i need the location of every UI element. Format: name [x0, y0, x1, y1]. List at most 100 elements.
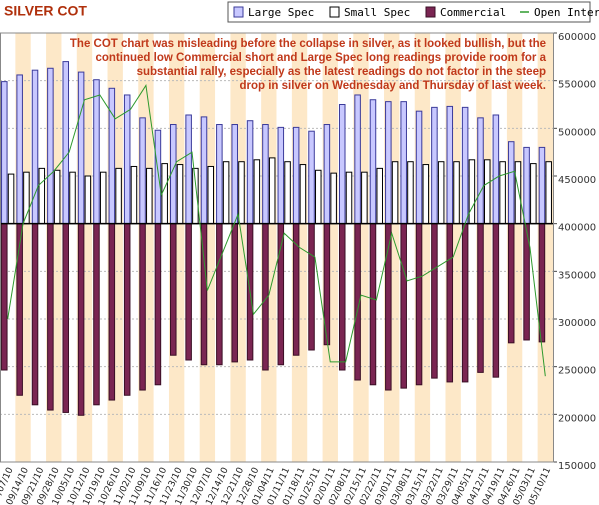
bar [345, 171, 353, 225]
bar [477, 223, 484, 373]
bar [545, 161, 552, 225]
bar [323, 124, 331, 225]
bar [330, 172, 337, 225]
bar [99, 171, 107, 225]
bar [253, 159, 261, 225]
bar [108, 87, 116, 225]
bar [446, 105, 454, 225]
bar [185, 114, 192, 225]
bar [499, 161, 506, 225]
bar [369, 99, 377, 225]
bar [415, 223, 423, 386]
bar [238, 161, 245, 225]
y-tick-label: 400000 [558, 223, 596, 234]
bar [154, 129, 162, 225]
bar [200, 116, 208, 225]
bar [385, 101, 392, 225]
plot-frame [0, 32, 554, 463]
bar [315, 169, 322, 225]
bar [299, 164, 307, 225]
bar [492, 223, 500, 378]
bar [361, 171, 368, 225]
annotation: substantial rally, especially as the lat… [137, 66, 546, 78]
legend-swatch [233, 6, 244, 18]
band-shade [506, 33, 523, 462]
bar [268, 157, 276, 225]
bar [77, 223, 85, 416]
bar [407, 161, 414, 225]
bar [400, 223, 407, 389]
bar [292, 126, 300, 225]
annotation: drop in silver on Wednesday and Thursday… [239, 80, 546, 92]
bar [139, 223, 146, 391]
bar [170, 223, 177, 356]
bar [538, 223, 546, 343]
annotation: continued low Commercial short and Large… [96, 52, 547, 64]
band-shade [537, 33, 553, 462]
bar [461, 223, 469, 383]
y-tick-label: 550000 [558, 80, 596, 91]
bar [146, 167, 153, 225]
bar [123, 223, 131, 396]
bar [176, 164, 184, 225]
bar [53, 169, 61, 225]
y-tick-label: 500000 [558, 127, 596, 138]
bar [415, 110, 423, 225]
bar [483, 159, 491, 225]
bar [62, 223, 70, 413]
bar [461, 106, 469, 225]
bar [123, 94, 131, 225]
bar [262, 124, 269, 225]
bar [216, 124, 223, 225]
bar [38, 167, 46, 225]
bar [277, 126, 285, 225]
bar [1, 223, 8, 371]
bar [139, 117, 146, 225]
bar [468, 159, 476, 225]
bar [47, 223, 54, 411]
bar [338, 223, 346, 371]
legend-box [227, 1, 591, 23]
bar [400, 101, 407, 225]
bar [422, 164, 430, 225]
bar [130, 165, 138, 225]
bar [538, 146, 546, 225]
y-tick-label: 150000 [558, 461, 596, 472]
bar [308, 130, 315, 225]
bar [523, 146, 530, 225]
bar [69, 171, 76, 225]
bar [477, 117, 484, 225]
legend-label: Open Interest [534, 6, 599, 19]
bar [108, 223, 116, 401]
bar [161, 163, 168, 225]
bar [77, 71, 85, 225]
y-tick-label: 200000 [558, 413, 596, 424]
bar [431, 106, 438, 225]
open-interest-line [7, 84, 546, 377]
y-tick-label: 600000 [558, 32, 596, 43]
bar [231, 124, 238, 225]
bar [1, 81, 8, 225]
bar [338, 104, 346, 225]
bar [231, 223, 238, 363]
bar [530, 163, 537, 225]
legend-label: Commercial [440, 6, 506, 19]
bar [16, 74, 23, 225]
bar [16, 223, 23, 396]
bar [292, 223, 300, 356]
legend-swatch [329, 6, 340, 18]
y-tick-label: 350000 [558, 270, 596, 281]
chart-title: SILVER COT [4, 3, 87, 19]
bar [308, 223, 315, 351]
bar [446, 223, 454, 383]
bar [115, 167, 122, 225]
bar [93, 223, 100, 406]
bar [507, 141, 515, 225]
y-tick-label: 300000 [558, 318, 596, 329]
bar [7, 173, 15, 225]
bar [31, 223, 39, 406]
bar [431, 223, 438, 379]
legend-swatch [425, 6, 436, 18]
y-tick-label: 450000 [558, 175, 596, 186]
